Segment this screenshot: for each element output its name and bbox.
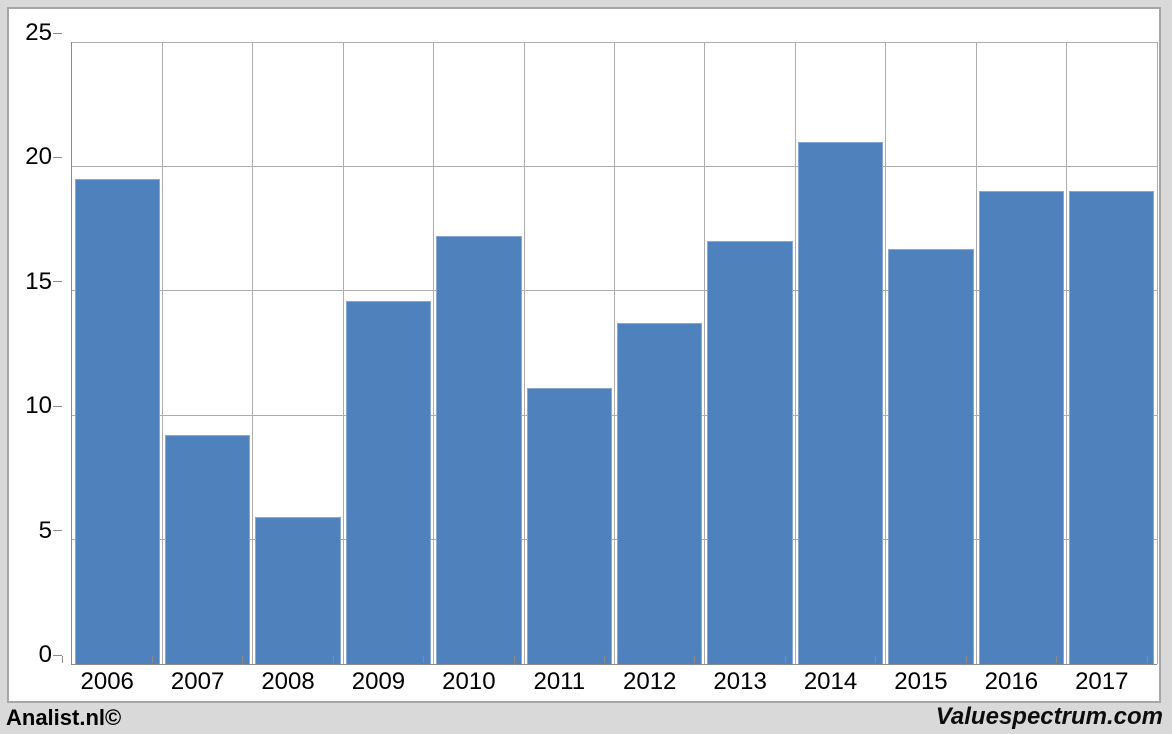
y-axis-label-0: 0 (38, 641, 52, 668)
bar-2012 (617, 323, 703, 664)
gridline-x-1 (161, 42, 163, 664)
x-axis-tick-10 (965, 656, 967, 663)
y-axis-tick-10 (53, 405, 62, 407)
bar-2010 (436, 236, 522, 664)
bar-2015 (888, 248, 974, 664)
bar-2007 (164, 435, 251, 664)
gridline-x-8 (794, 42, 796, 664)
gridline-x-6 (614, 42, 615, 664)
x-axis-label-2014: 2014 (803, 668, 858, 695)
gridline-x-3 (342, 42, 344, 664)
y-axis-label-15: 15 (25, 267, 52, 295)
x-axis-tick-4 (423, 656, 425, 663)
y-axis-tick-5 (53, 530, 62, 532)
x-axis-label-2009: 2009 (351, 668, 406, 695)
y-axis-tick-25 (53, 32, 62, 34)
plot-area (71, 41, 1158, 665)
x-axis-label-2006: 2006 (80, 668, 134, 695)
x-axis-tick-2 (242, 656, 244, 663)
x-axis-tick-12 (1146, 656, 1148, 663)
bar-2016 (978, 191, 1065, 664)
y-axis-tick-20 (53, 156, 62, 158)
chart-panel (7, 7, 1161, 703)
x-axis-tick-11 (1056, 656, 1058, 663)
bar-2008 (255, 517, 341, 664)
x-axis-label-2010: 2010 (442, 668, 496, 695)
x-axis-label-2007: 2007 (170, 668, 225, 695)
gridline-x-5 (523, 42, 525, 664)
gridline-x-4 (433, 42, 435, 664)
x-axis-label-2008: 2008 (261, 668, 315, 695)
x-axis-tick-7 (694, 656, 696, 663)
bar-2009 (345, 300, 432, 664)
gridline-x-12 (1156, 42, 1158, 664)
valuespectrum-credit: Valuespectrum.com (935, 703, 1163, 730)
y-axis-label-25: 25 (25, 19, 52, 46)
x-axis-tick-8 (784, 656, 786, 663)
x-axis-tick-6 (604, 656, 605, 663)
gridline-x-10 (975, 42, 977, 664)
y-axis-label-10: 10 (25, 392, 52, 420)
y-axis-tick-0 (53, 654, 62, 656)
x-axis-tick-3 (332, 656, 334, 663)
gridline-x-11 (1066, 42, 1068, 664)
bar-2017 (1069, 191, 1155, 664)
x-axis-label-2017: 2017 (1075, 668, 1129, 695)
x-axis-label-2012: 2012 (623, 668, 677, 695)
y-axis-label-20: 20 (25, 143, 52, 171)
y-axis-tick-15 (53, 281, 62, 283)
x-axis-tick-5 (513, 656, 515, 663)
bar-2014 (797, 141, 884, 664)
x-axis-tick-1 (151, 656, 153, 663)
x-axis-label-2015: 2015 (894, 668, 948, 695)
x-axis-label-2011: 2011 (533, 668, 586, 695)
analist-credit: Analist.nl© (6, 705, 122, 730)
x-axis-tick-0 (61, 656, 63, 663)
bar-2006 (74, 178, 160, 664)
bar-2011 (526, 387, 612, 664)
x-axis-label-2013: 2013 (713, 668, 767, 695)
bar-2013 (707, 241, 793, 664)
x-axis-tick-9 (875, 656, 877, 663)
gridline-x-7 (704, 42, 706, 664)
x-axis-label-2016: 2016 (984, 668, 1039, 695)
gridline-x-9 (885, 42, 887, 664)
y-axis-label-5: 5 (38, 516, 52, 544)
gridline-x-2 (252, 42, 254, 664)
